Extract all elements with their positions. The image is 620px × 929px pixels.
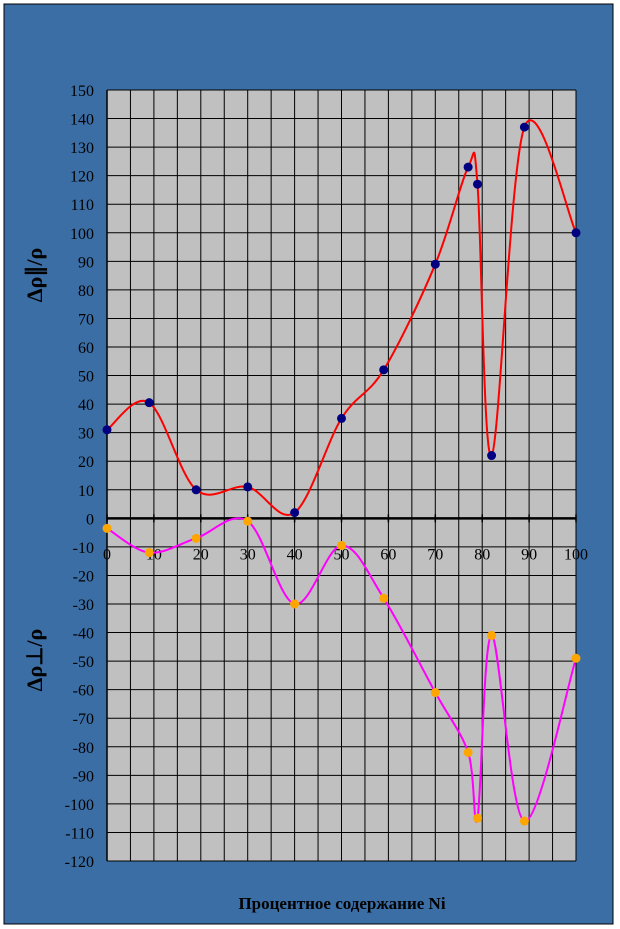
y-tick-label: 60 [78, 340, 94, 357]
y-axis-label-bottom: Δρ⊥/ρ [22, 629, 47, 692]
y-tick-label: 80 [78, 283, 94, 300]
data-series [102, 119, 581, 826]
series-2-point [519, 816, 529, 826]
series-1-point [243, 482, 253, 492]
series-2-line [106, 517, 577, 823]
y-tick-label: 0 [86, 511, 94, 528]
grid-lines [106, 89, 577, 862]
series-2-point [243, 516, 253, 526]
series-2-point [463, 747, 473, 757]
series-1-point [463, 162, 473, 172]
x-tick-label: 50 [334, 546, 350, 563]
series-2-point [337, 540, 346, 550]
y-axis-label-top: Δρ∥/ρ [22, 248, 48, 302]
y-tick-label: -40 [73, 626, 94, 643]
x-axis-label: Процентное содержание Ni [238, 894, 445, 913]
x-tick-label: 20 [193, 546, 209, 563]
series-2-point [379, 593, 389, 603]
x-tick-label: 100 [564, 546, 588, 563]
series-1-point [519, 122, 529, 132]
series-1-point [290, 508, 300, 518]
y-tick-label: 50 [78, 369, 94, 386]
y-tick-label: -120 [65, 854, 94, 871]
series-2-point [191, 533, 201, 543]
y-tick-label: 30 [78, 426, 94, 443]
y-tick-label: -110 [65, 825, 94, 842]
series-1-point [473, 179, 483, 189]
y-tick-label: -20 [73, 568, 94, 585]
x-tick-label: 80 [474, 546, 490, 563]
y-tick-label: 20 [78, 454, 94, 471]
series-2-point [102, 523, 112, 533]
y-tick-label: -100 [65, 797, 94, 814]
x-axis-tick-labels: 0 10 20 30 40 50 60 70 80 90 100 [103, 546, 588, 563]
y-tick-label: -70 [73, 711, 94, 728]
x-tick-label: 30 [240, 546, 256, 563]
x-tick-label: 60 [380, 546, 396, 563]
series-2-point [144, 548, 154, 558]
series-2-point [473, 813, 483, 823]
series-1-point [191, 485, 201, 495]
series-1-point [487, 451, 497, 461]
y-tick-label: 110 [71, 197, 94, 214]
y-tick-label: -30 [73, 597, 94, 614]
y-tick-label: -50 [73, 654, 94, 671]
series-2-point [487, 630, 497, 640]
y-tick-label: 90 [78, 254, 94, 271]
x-tick-label: 0 [103, 546, 111, 563]
series-1-point [102, 425, 112, 435]
series-1-point [571, 228, 581, 238]
y-tick-label: -10 [73, 540, 94, 557]
series-2-point [571, 653, 581, 663]
series-1-point [379, 365, 389, 375]
series-2-point [290, 599, 300, 609]
x-tick-label: 90 [521, 546, 537, 563]
x-tick-label: 70 [427, 546, 443, 563]
y-tick-label: 150 [70, 83, 94, 100]
series-1-point [337, 413, 346, 423]
series-1-point [144, 398, 154, 408]
y-tick-label: -60 [73, 683, 94, 700]
series-2-point [430, 688, 440, 698]
y-tick-label: -80 [73, 740, 94, 757]
y-tick-label: 40 [78, 397, 94, 414]
y-tick-label: 140 [70, 112, 94, 129]
y-tick-label: 100 [70, 226, 94, 243]
y-tick-label: 70 [78, 311, 94, 328]
y-tick-label: 120 [70, 169, 94, 186]
y-axis-tick-labels: 1501401301201101009080706050403020100-10… [65, 83, 94, 871]
y-tick-label: 130 [70, 140, 94, 157]
y-tick-label: -90 [73, 768, 94, 785]
series-1-point [430, 259, 440, 269]
x-tick-label: 40 [287, 546, 303, 563]
y-tick-label: 10 [78, 483, 94, 500]
